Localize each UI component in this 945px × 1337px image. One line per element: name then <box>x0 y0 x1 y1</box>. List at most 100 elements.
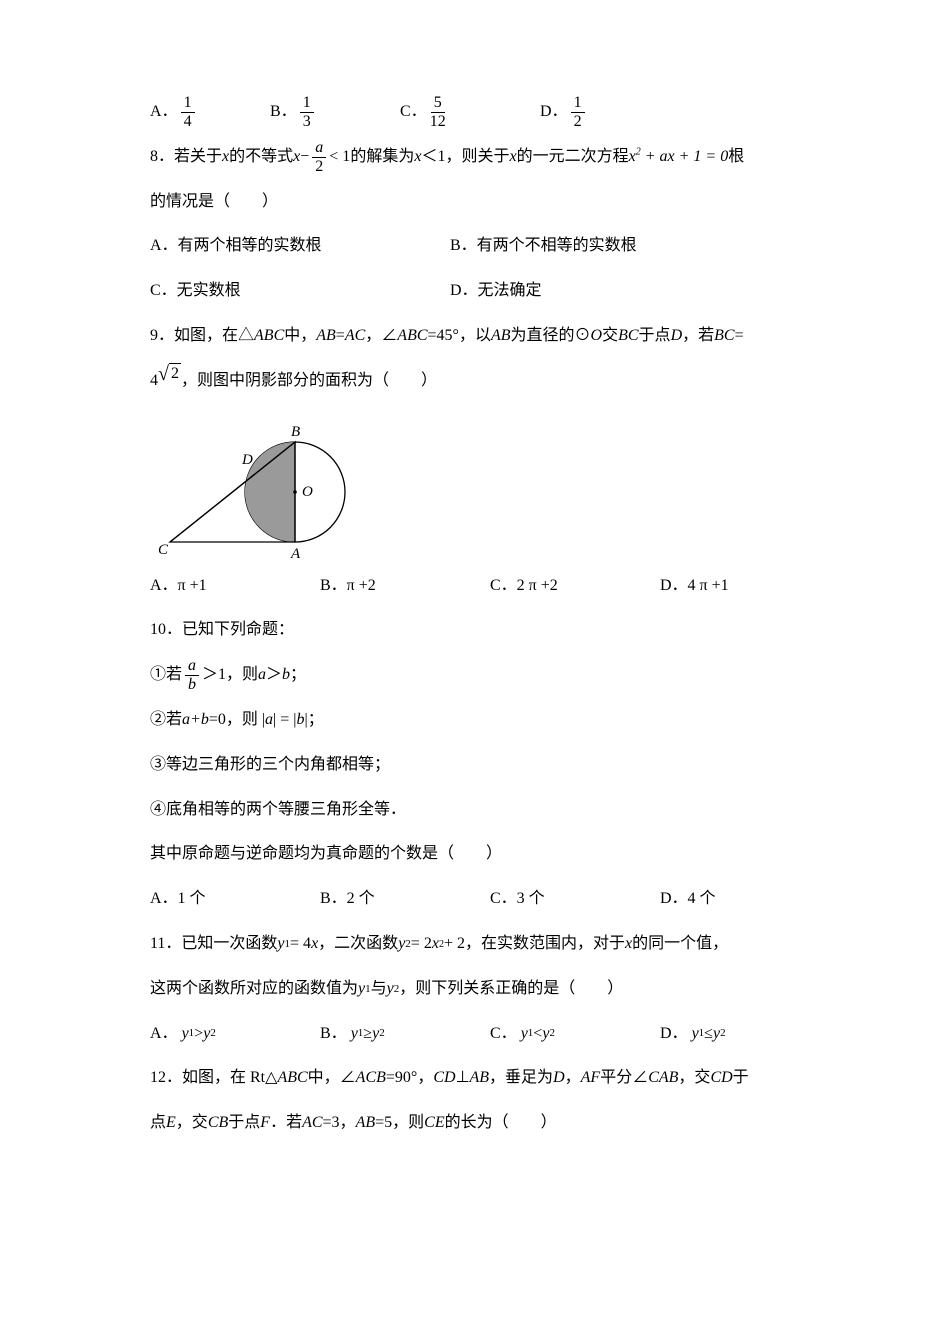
q11-y1b: y <box>358 971 365 1008</box>
q10-D: D．4 个 <box>660 881 716 918</box>
q8-minus: − <box>300 139 309 176</box>
q11-and: 与 <box>371 971 387 1008</box>
fig-D: D <box>241 452 253 468</box>
q12-CE: CE <box>424 1105 444 1142</box>
q12-AC: AC <box>302 1105 322 1142</box>
q12-t2: 中，∠ <box>308 1060 356 1097</box>
q10-s2b: =0，则 | <box>209 702 265 739</box>
q12-CD: CD <box>433 1060 455 1097</box>
q12-D: D <box>553 1060 565 1097</box>
q12-l2e: 的长为（ ） <box>445 1105 557 1142</box>
q10-semi: ； <box>290 657 306 694</box>
q10-s2c: | = | <box>273 702 296 739</box>
q8-line1: 8．若关于 x 的不等式 x − a 2 < 1 的解集为 x ＜1，则关于 x… <box>150 135 805 180</box>
q9-line1: 9．如图，在△ ABC 中， AB = AC ，∠ ABC =45°，以 AB … <box>150 314 805 359</box>
q12-AF: AF <box>581 1060 601 1097</box>
q9-t3: ，∠ <box>365 318 397 355</box>
q11-e1: = 4 <box>290 926 311 963</box>
q9-t2: 中， <box>284 318 316 355</box>
q10-head: 10．已知下列命题： <box>150 608 805 653</box>
q10-ask: 其中原命题与逆命题均为真命题的个数是（ ） <box>150 832 805 877</box>
q12-eq3: =3， <box>323 1105 356 1142</box>
q10-ab: a+b <box>182 702 209 739</box>
q11-l2a: 这两个函数所对应的函数值为 <box>150 971 358 1008</box>
q8-A: A．有两个相等的实数根 <box>150 228 450 265</box>
q10-s2: ②若 a+b =0，则 | a | = | b |； <box>150 698 805 743</box>
q9-BC2: BC <box>714 318 734 355</box>
q9-two: 2 <box>169 363 181 400</box>
q7-C-label: C． <box>400 94 427 131</box>
q12-CD2: CD <box>710 1060 732 1097</box>
q10-A: A．1 个 <box>150 881 320 918</box>
q8-x2: x <box>414 139 421 176</box>
q12-t3: =90°， <box>386 1060 433 1097</box>
q11-line2: 这两个函数所对应的函数值为 y1 与 y2 ，则下列关系正确的是（ ） <box>150 967 805 1012</box>
q9-t1: 9．如图，在△ <box>150 318 254 355</box>
q8-t3: 的解集为 <box>350 139 414 176</box>
q8-t4: ＜1，则关于 <box>421 139 509 176</box>
q11-t1: 11．已知一次函数 <box>150 926 277 963</box>
q7-A-frac: 1 4 <box>181 95 195 130</box>
q9-O: O <box>591 318 603 355</box>
q9-ang: ABC <box>397 318 427 355</box>
q11-l2b: ，则下列关系正确的是（ ） <box>399 971 623 1008</box>
q12-l2a: 点 <box>150 1105 166 1142</box>
q12-line1: 12．如图，在 Rt△ ABC 中，∠ ACB =90°， CD ⊥ AB ，垂… <box>150 1056 805 1101</box>
q12-ABC: ABC <box>277 1060 307 1097</box>
q12-t4: ，垂足为 <box>489 1060 553 1097</box>
q10-frac: a b <box>185 658 199 693</box>
q12-t7: 于 <box>733 1060 749 1097</box>
q8-ex1: x <box>293 139 300 176</box>
q9-four: 4 <box>150 363 158 400</box>
q9-AB2: AB <box>491 318 511 355</box>
q8-x: x <box>222 139 229 176</box>
q10-gt: ＞ <box>266 657 282 694</box>
fig-B: B <box>291 424 300 440</box>
q11-D: D． <box>660 1016 688 1053</box>
q12-eq5: =5，则 <box>375 1105 424 1142</box>
q8-t2: 的不等式 <box>229 139 293 176</box>
q9-D: D <box>671 318 683 355</box>
q8-row1: A．有两个相等的实数根 B．有两个不相等的实数根 <box>150 224 805 269</box>
q12-t1: 12．如图，在 Rt△ <box>150 1060 277 1097</box>
q11-x: x <box>311 926 318 963</box>
q9-t7: ，若 <box>682 318 714 355</box>
q9-AC: AC <box>345 318 365 355</box>
fig-C: C <box>158 542 169 558</box>
q10-a2: a <box>265 702 273 739</box>
q10-b2: b <box>296 702 304 739</box>
q12-ACB: ACB <box>356 1060 386 1097</box>
q11-x3: x <box>625 926 632 963</box>
q8-lt: < 1 <box>329 139 350 176</box>
q12-AB: AB <box>470 1060 490 1097</box>
q11-line1: 11．已知一次函数 y1 = 4x ，二次函数 y2 = 2x2 + 2 ，在实… <box>150 922 805 967</box>
q8-C: C．无实数根 <box>150 273 450 310</box>
q12-line2: 点 E ，交 CB 于点 F ．若 AC =3， AB =5，则 CE 的长为（… <box>150 1101 805 1146</box>
fig-A: A <box>290 546 301 562</box>
q9-eq: = <box>336 318 345 355</box>
q12-E: E <box>166 1105 176 1142</box>
q8-t1: 8．若关于 <box>150 139 222 176</box>
q8-x3: x <box>509 139 516 176</box>
q10-a: a <box>258 657 266 694</box>
exam-page: A． 1 4 B． 1 3 C． 5 12 D． 1 2 <box>0 0 945 1337</box>
q9-A: A．π +1 <box>150 568 320 605</box>
q11-options: A． y1 > y2 B． y1 ≥ y2 C． y1 < y2 D． y1 ≤… <box>150 1012 805 1057</box>
q8-line2: 的情况是（ ） <box>150 180 805 225</box>
q7-D-frac: 1 2 <box>571 95 585 130</box>
q9-eq2: = <box>735 318 744 355</box>
q9-sqrt: 4 √ 2 <box>150 363 181 400</box>
q10-s1a: ①若 <box>150 657 182 694</box>
q12-CAB: CAB <box>648 1060 678 1097</box>
q12-l2d: ．若 <box>270 1105 302 1142</box>
q11-t2: ，二次函数 <box>318 926 398 963</box>
q10-s3: ③等边三角形的三个内角都相等； <box>150 743 805 788</box>
q8-D: D．无法确定 <box>450 273 542 310</box>
q12-l2b: ，交 <box>176 1105 208 1142</box>
q9-B: B．π +2 <box>320 568 490 605</box>
q10-options: A．1 个 B．2 个 C．3 个 D．4 个 <box>150 877 805 922</box>
q9-l2: ，则图中阴影部分的面积为（ ） <box>181 363 437 400</box>
q11-y2: y <box>398 926 405 963</box>
q7-B-label: B． <box>270 94 297 131</box>
q8-tail: 根 <box>728 139 744 176</box>
